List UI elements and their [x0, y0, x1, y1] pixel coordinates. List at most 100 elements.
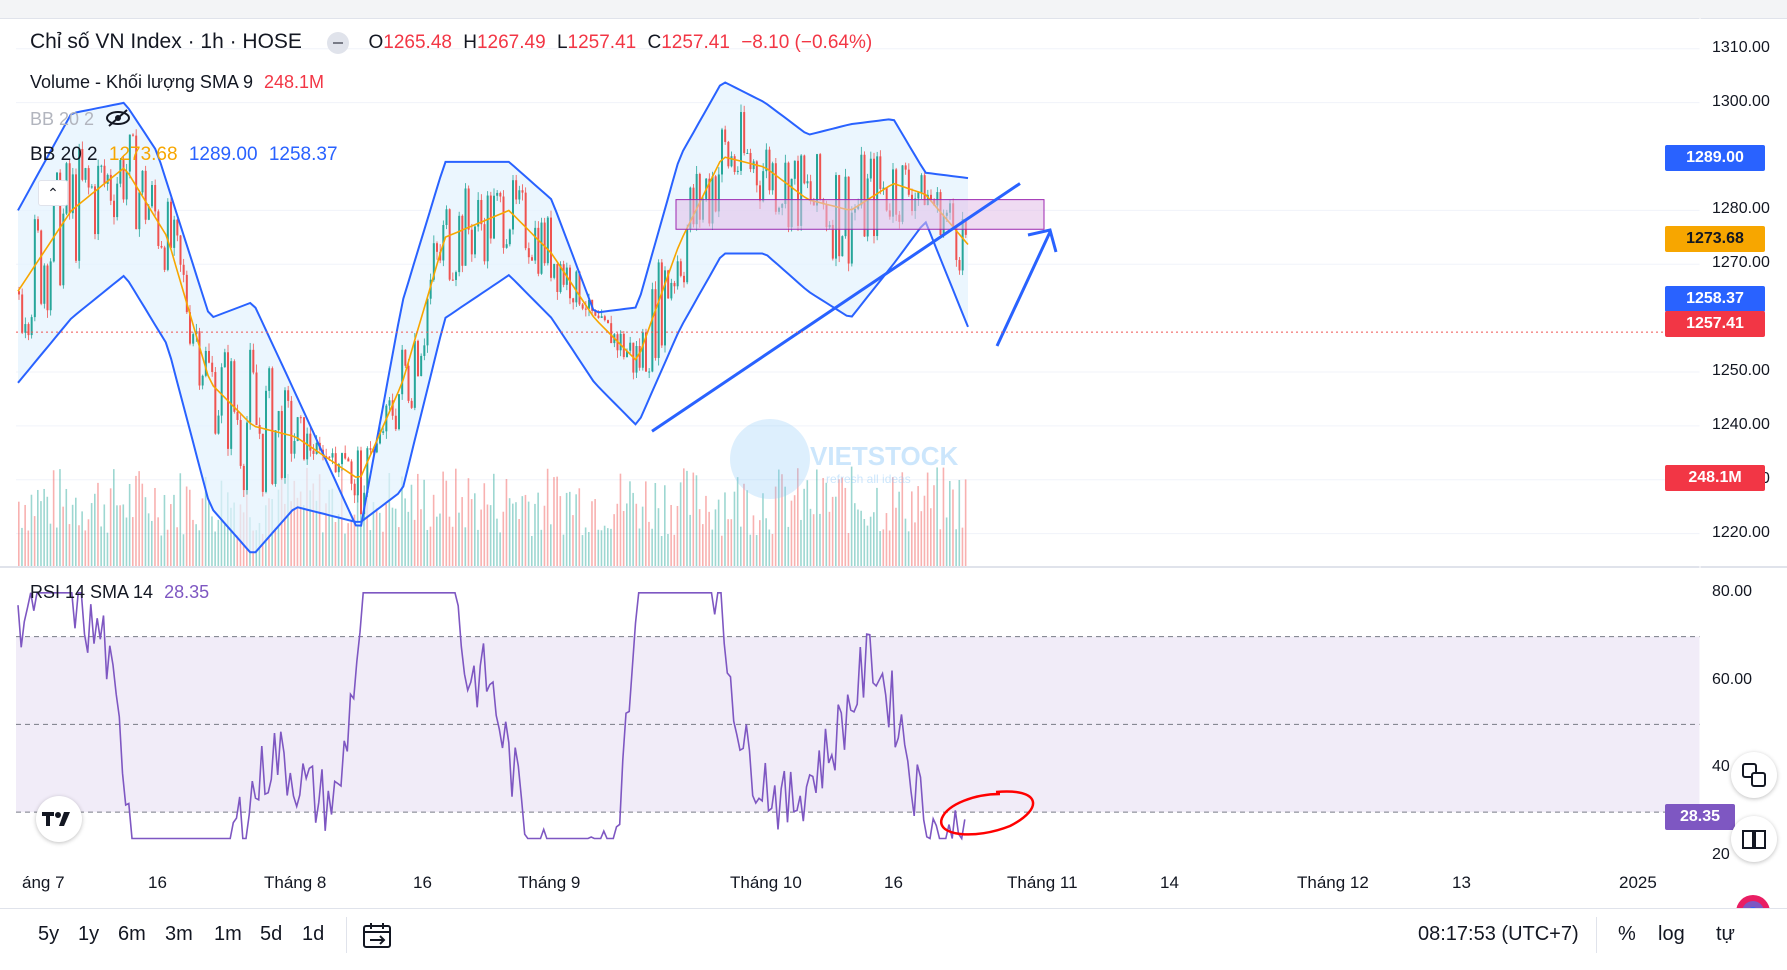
candle-body	[638, 346, 641, 368]
volume-bar	[220, 480, 223, 566]
volume-bar	[75, 497, 77, 566]
volume-bar	[68, 524, 71, 566]
volume-bar	[230, 507, 232, 566]
volume-bar	[135, 475, 137, 566]
date-range-button[interactable]	[362, 921, 392, 954]
candle-body	[84, 168, 87, 180]
tradingview-logo-button[interactable]	[36, 796, 82, 842]
candle-body	[331, 453, 334, 458]
volume-bar	[103, 504, 106, 566]
volume-legend[interactable]: Volume - Khối lượng SMA 9 248.1M	[30, 72, 330, 93]
tradingview-logo-icon	[42, 812, 70, 826]
bb-hidden-legend[interactable]: BB 20 2	[30, 108, 137, 133]
volume-bar	[901, 472, 904, 566]
time-axis-label: áng 7	[22, 873, 65, 892]
collapse-legend-button[interactable]: ⌃	[38, 180, 68, 206]
candle-body	[401, 349, 404, 395]
oversold-circle-drawing[interactable]	[940, 790, 1035, 836]
volume-bar	[299, 491, 302, 566]
candle-body	[679, 261, 682, 276]
trendline-drawing[interactable]	[651, 182, 1021, 433]
watermark-text: VIETSTOCK	[810, 441, 959, 471]
candle-body	[46, 265, 49, 311]
candle-body	[347, 458, 350, 462]
reader-button[interactable]	[1731, 816, 1777, 862]
volume-bar	[765, 518, 767, 566]
volume-bar	[451, 526, 454, 566]
volume-bar	[274, 527, 277, 566]
candle-body	[451, 279, 454, 281]
range-3m-button[interactable]: 3m	[165, 923, 193, 945]
log-scale-button[interactable]: log	[1658, 923, 1685, 945]
bb-legend[interactable]: BB 20 2 1273.68 1289.00 1258.37	[30, 144, 344, 166]
candle-body	[746, 152, 749, 154]
candle-body	[455, 272, 457, 280]
candle-body	[733, 156, 736, 172]
volume-bar	[645, 481, 647, 566]
volume-bar	[892, 477, 894, 566]
volume-bar	[546, 468, 549, 566]
rsi-legend[interactable]: RSI 14 SMA 14 28.35	[30, 582, 215, 603]
candle-body	[109, 174, 112, 201]
candle-body	[261, 433, 264, 492]
candle-body	[204, 350, 207, 376]
symbol-title: Chỉ số VN Index · 1h · HOSE	[30, 30, 302, 53]
volume-bar	[176, 527, 178, 566]
candle-body	[33, 219, 36, 318]
range-1y-button[interactable]: 1y	[78, 923, 100, 945]
range-5y-button[interactable]: 5y	[38, 923, 60, 945]
candle-body	[151, 184, 153, 207]
volume-bar	[556, 476, 558, 566]
eye-off-icon[interactable]	[105, 108, 131, 133]
volume-bar	[721, 535, 723, 566]
volume-bar	[581, 535, 584, 566]
volume-bar	[477, 529, 479, 566]
candle-body	[398, 394, 400, 430]
legend-toggle-icon[interactable]	[327, 31, 350, 54]
candle-body	[369, 448, 372, 450]
volume-bar	[94, 493, 96, 566]
range-6m-button[interactable]: 6m	[118, 923, 146, 945]
volume-bar	[793, 495, 796, 566]
resistance-zone[interactable]	[675, 199, 1045, 230]
range-1d-button[interactable]: 1d	[302, 923, 325, 945]
candle-body	[920, 175, 923, 193]
candle-body	[594, 310, 597, 316]
compare-button[interactable]	[1731, 752, 1777, 798]
candle-body	[765, 149, 768, 172]
volume-bar	[622, 510, 625, 566]
volume-bar	[616, 503, 619, 566]
candle-body	[686, 229, 689, 283]
volume-bar	[607, 528, 609, 566]
volume-bar	[831, 496, 834, 566]
range-5d-button[interactable]: 5d	[260, 923, 283, 945]
volume-bar	[489, 505, 492, 566]
last-price-tag: 1257.41	[1665, 311, 1765, 337]
volume-bar	[911, 491, 913, 566]
clock-time[interactable]: 08:17:53 (UTC+7)	[1418, 923, 1579, 945]
volume-bar	[702, 524, 704, 566]
volume-bar	[455, 468, 457, 566]
range-1m-button[interactable]: 1m	[214, 923, 242, 945]
volume-bar	[125, 517, 128, 566]
volume-bar	[812, 514, 815, 566]
volume-bar	[163, 494, 166, 566]
candle-body	[569, 267, 571, 299]
candle-body	[379, 432, 381, 444]
candle-body	[185, 274, 188, 313]
volume-bar	[926, 472, 929, 566]
price-axis-label: 1280.00	[1712, 200, 1770, 218]
volume-bar	[920, 511, 923, 566]
candle-body	[550, 217, 552, 278]
candle-body	[59, 172, 62, 286]
candle-body	[37, 219, 39, 231]
symbol-legend[interactable]: Chỉ số VN Index · 1h · HOSE O1265.48 H12…	[30, 30, 878, 54]
percent-scale-button[interactable]: %	[1618, 923, 1636, 945]
volume-bar	[673, 534, 676, 566]
volume-bar	[531, 535, 533, 566]
auto-scale-button[interactable]: tự	[1716, 923, 1735, 945]
candle-body	[249, 349, 252, 423]
volume-bar	[594, 499, 596, 566]
up-arrow-drawing[interactable]	[995, 228, 1058, 347]
